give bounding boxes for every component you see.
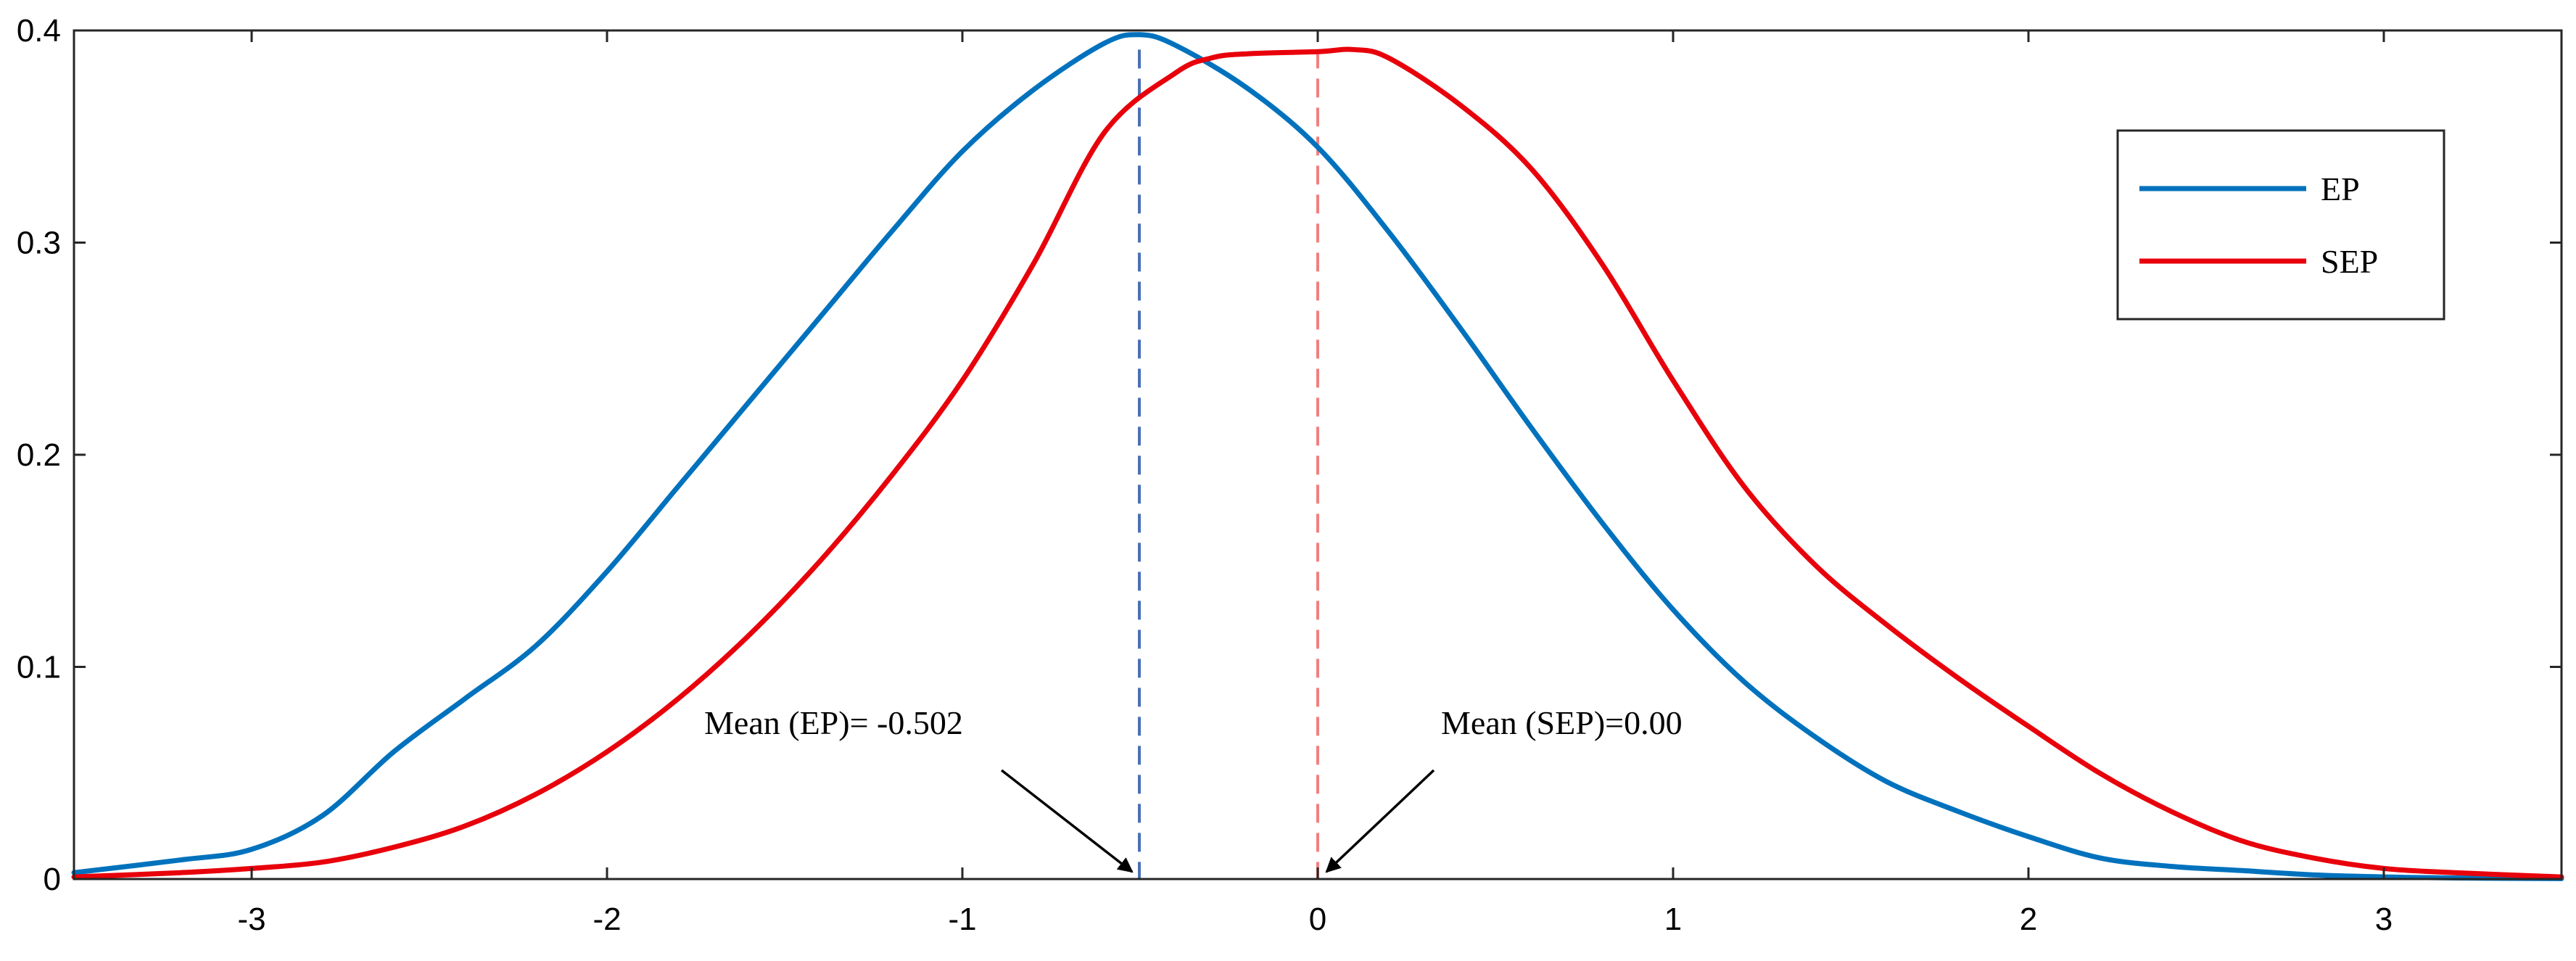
- x-tick-label: -2: [593, 902, 621, 937]
- x-tick-label: 2: [2020, 902, 2037, 937]
- legend-label-sep: SEP: [2321, 243, 2378, 280]
- x-tick-label: 1: [1664, 902, 1682, 937]
- y-tick-label: 0: [44, 862, 61, 897]
- series-line-sep: [71, 46, 2564, 880]
- series-line-ep: [71, 32, 2564, 881]
- mean-label-sep: Mean (SEP)=0.00: [1441, 704, 1683, 741]
- mean-arrow-ep: [1000, 769, 1134, 873]
- legend-label-ep: EP: [2321, 170, 2360, 207]
- x-tick-label: -1: [948, 902, 976, 937]
- legend: EP SEP: [2116, 129, 2445, 321]
- y-tick-label: 0.3: [17, 226, 61, 261]
- annotations: Mean (EP)= -0.502 Mean (SEP)=0.00: [704, 704, 1683, 873]
- x-tick-label: 3: [2375, 902, 2393, 937]
- y-tick-label: 0.1: [17, 650, 61, 685]
- axis-ticks: [74, 29, 2561, 880]
- x-tick-label: -3: [237, 902, 265, 937]
- mean-lines: [1138, 49, 1319, 879]
- y-tick-label: 0.2: [17, 437, 61, 473]
- legend-box: [2116, 129, 2445, 321]
- mean-label-ep: Mean (EP)= -0.502: [704, 704, 963, 741]
- axis-tick-labels: -3 -2 -1 0 1 2 3 0 0.1 0.2 0.3 0.4: [17, 13, 2393, 937]
- y-tick-label: 0.4: [17, 13, 61, 49]
- mean-arrow-sep: [1325, 769, 1435, 873]
- x-tick-label: 0: [1309, 902, 1326, 937]
- series-lines: [71, 32, 2564, 881]
